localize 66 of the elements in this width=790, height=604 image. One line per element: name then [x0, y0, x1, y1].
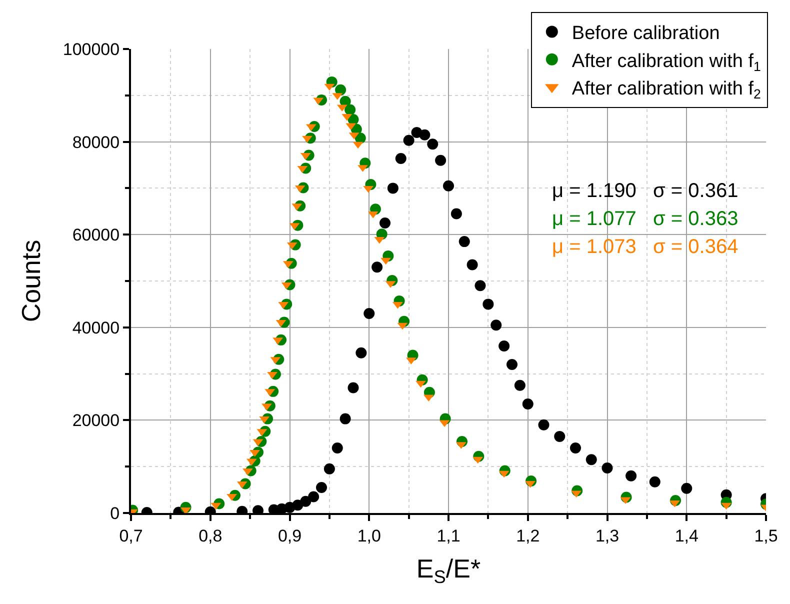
x-tick-label: 0,7	[119, 526, 143, 546]
point	[380, 258, 391, 265]
point	[395, 153, 406, 164]
point	[458, 236, 470, 248]
y-tick-label: 40000	[72, 318, 120, 338]
point	[340, 413, 351, 424]
x-tick-label: 1,3	[595, 526, 620, 546]
point	[324, 463, 335, 474]
x-axis-title: E$_{S}$/E*	[416, 554, 481, 588]
point	[403, 134, 414, 146]
annotation: μ = 1.073 σ = 0.364	[552, 236, 738, 258]
point	[392, 302, 403, 309]
y-axis-title: Counts	[16, 240, 46, 322]
point	[538, 419, 550, 430]
point	[332, 442, 343, 454]
x-tick-label: 1,4	[674, 526, 698, 546]
point	[506, 359, 518, 370]
point	[292, 500, 304, 511]
point	[474, 280, 486, 292]
point	[490, 320, 502, 331]
y-tick-label: 80000	[72, 132, 120, 152]
point	[626, 470, 637, 482]
x-tick-label: 1,5	[754, 526, 778, 546]
point	[372, 262, 383, 273]
x-tick-label: 0,9	[278, 526, 302, 546]
point	[602, 462, 613, 474]
point	[356, 347, 367, 358]
legend-label: After calibration with f$_{2}$	[572, 78, 761, 102]
point	[344, 104, 356, 116]
x-tick-label: 1,0	[357, 526, 381, 546]
point	[387, 182, 398, 194]
y-tick-label: 100000	[62, 40, 120, 59]
point	[482, 298, 494, 310]
point	[416, 380, 426, 388]
point	[681, 482, 692, 494]
point	[649, 476, 660, 488]
y-tick-label: 60000	[72, 226, 120, 245]
point	[522, 398, 534, 410]
point	[302, 136, 312, 143]
y-tick-label: 20000	[72, 411, 120, 430]
point	[300, 496, 312, 507]
point	[427, 138, 438, 150]
point	[514, 380, 526, 391]
x-tick-label: 1,2	[516, 526, 540, 546]
point	[419, 129, 430, 140]
point	[348, 382, 359, 394]
point	[308, 491, 320, 502]
point	[570, 442, 581, 454]
point	[586, 454, 597, 466]
point	[498, 340, 510, 352]
annotation: μ = 1.077 σ = 0.363	[552, 208, 738, 230]
x-tick-label: 1,1	[436, 526, 460, 546]
point	[435, 154, 446, 166]
point	[466, 259, 478, 270]
point	[364, 308, 375, 319]
legend-label: After calibration with f$_{1}$	[572, 50, 761, 74]
y-tick-label: 0	[110, 504, 120, 523]
x-tick-label: 0,8	[198, 526, 222, 546]
legend-label: Before calibration	[572, 23, 720, 44]
annotation: μ = 1.190 σ = 0.361	[552, 180, 738, 202]
point	[443, 180, 454, 192]
point	[450, 208, 462, 220]
point	[571, 490, 582, 498]
point	[380, 218, 390, 228]
point	[554, 430, 566, 442]
point	[316, 482, 327, 493]
